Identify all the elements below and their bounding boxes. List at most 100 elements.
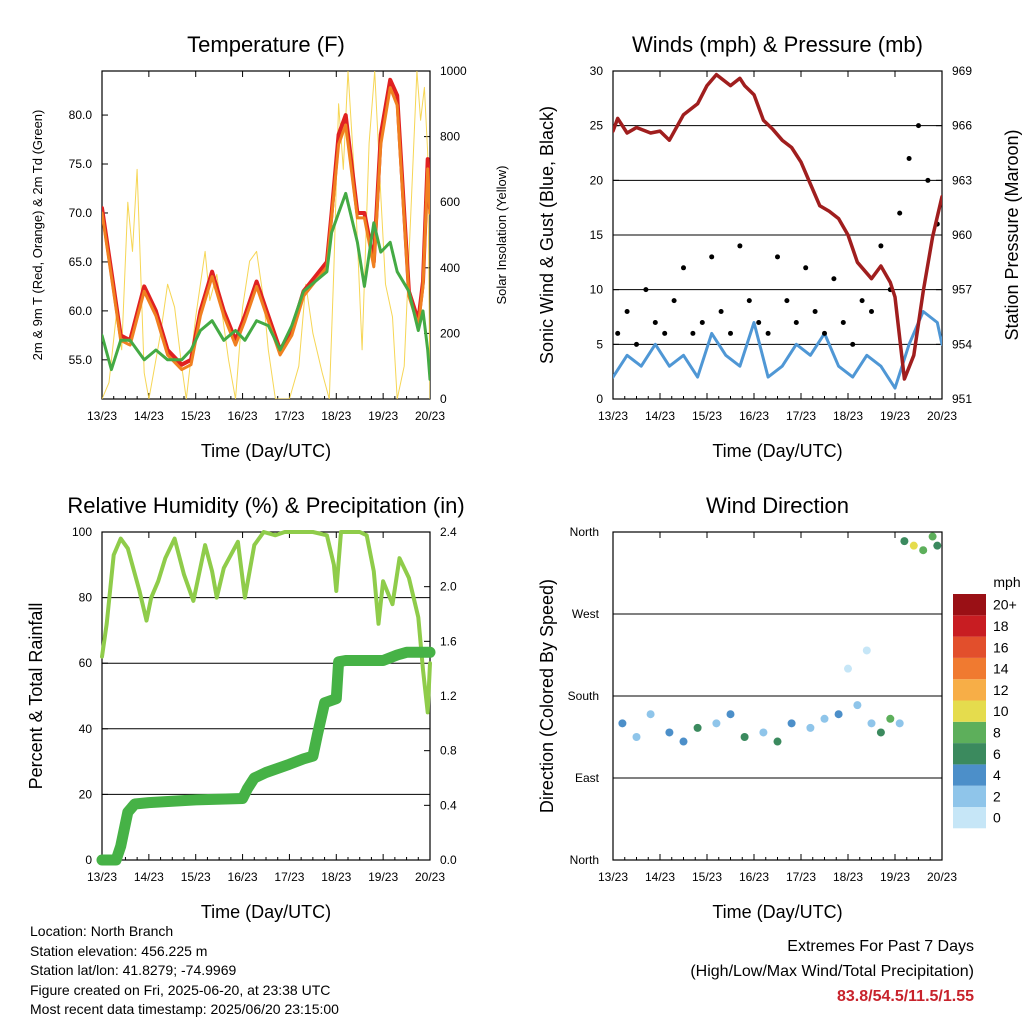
x-tick-label: 15/23 xyxy=(692,409,722,423)
x-axis-label: Time (Day/UTC) xyxy=(712,902,842,922)
direction-point xyxy=(679,737,688,746)
chart-title: Relative Humidity (%) & Precipitation (i… xyxy=(67,493,464,518)
y2-axis-label: Station Pressure (Maroon) xyxy=(1002,129,1022,340)
x-tick-label: 17/23 xyxy=(274,409,304,423)
gust-point xyxy=(925,177,931,183)
y2-tick-label: 200 xyxy=(440,326,460,340)
gust-point xyxy=(681,265,686,271)
direction-point xyxy=(928,532,937,541)
y2-tick-label: 800 xyxy=(440,130,460,144)
gust-point xyxy=(634,341,639,347)
direction-point xyxy=(876,728,885,737)
y2-tick-label: 1.6 xyxy=(440,634,457,648)
direction-point xyxy=(712,719,721,728)
x-tick-label: 13/23 xyxy=(87,870,117,884)
y-tick-label: West xyxy=(572,607,600,621)
info-location: Location: North Branch xyxy=(30,923,174,939)
direction-point xyxy=(919,546,928,555)
legend-swatch xyxy=(953,636,986,658)
gust-point xyxy=(869,309,874,315)
y2-tick-label: 0.8 xyxy=(440,744,457,758)
y2-tick-label: 966 xyxy=(952,119,972,133)
gust-point xyxy=(737,243,743,249)
chart-title: Winds (mph) & Pressure (mb) xyxy=(632,32,923,57)
y2-tick-label: 400 xyxy=(440,261,460,275)
humidity-series xyxy=(96,530,436,866)
gust-point xyxy=(652,319,658,325)
y-tick-label: North xyxy=(570,853,599,867)
y-tick-label: South xyxy=(568,689,599,703)
y2-tick-label: 0 xyxy=(440,392,447,406)
legend-label: 18 xyxy=(993,618,1009,634)
legend-label: 0 xyxy=(993,810,1001,826)
legend-label: 12 xyxy=(993,682,1009,698)
y-tick-label: 60 xyxy=(79,656,93,670)
x-tick-label: 16/23 xyxy=(228,409,258,423)
direction-point xyxy=(773,737,782,746)
gust-point xyxy=(916,123,921,129)
t9m-line xyxy=(102,86,430,372)
y-tick-label: 60.0 xyxy=(69,304,93,318)
x-tick-label: 14/23 xyxy=(645,409,675,423)
legend-label: 20+ xyxy=(993,597,1017,613)
y-tick-label: 0 xyxy=(85,853,92,867)
direction-series xyxy=(618,532,942,746)
y-tick-label: 55.0 xyxy=(69,353,93,367)
legend-label: 10 xyxy=(993,703,1009,719)
legend-swatch xyxy=(953,764,986,786)
x-tick-label: 15/23 xyxy=(181,409,211,423)
x-tick-label: 17/23 xyxy=(786,870,816,884)
gust-point xyxy=(709,254,715,260)
direction-point xyxy=(632,733,641,741)
legend-title: mph xyxy=(993,574,1020,590)
y-axis-label: Sonic Wind & Gust (Blue, Black) xyxy=(537,106,557,364)
y2-tick-label: 0.4 xyxy=(440,798,457,812)
x-tick-label: 19/23 xyxy=(368,870,398,884)
legend-label: 8 xyxy=(993,724,1001,740)
y2-axis-label: Solar Insolation (Yellow) xyxy=(494,166,509,305)
plot-frame xyxy=(101,70,431,400)
rh-line xyxy=(100,530,432,715)
direction-point xyxy=(726,710,735,719)
gust-point xyxy=(859,298,865,304)
x-tick-label: 17/23 xyxy=(274,870,304,884)
y2-tick-label: 951 xyxy=(952,392,972,406)
legend-swatch xyxy=(953,700,986,722)
direction-point xyxy=(834,710,843,719)
gust-point xyxy=(765,330,771,336)
direction-point xyxy=(759,728,768,737)
wind-line xyxy=(613,310,942,390)
direction-point xyxy=(646,710,655,719)
x-tick-label: 16/23 xyxy=(739,409,769,423)
station-info: Location: North Branch Station elevation… xyxy=(30,922,339,1020)
info-elevation: Station elevation: 456.225 m xyxy=(30,942,208,959)
gust-point xyxy=(878,243,884,249)
x-tick-label: 15/23 xyxy=(181,870,211,884)
extremes-box: Extremes For Past 7 Days (High/Low/Max W… xyxy=(690,934,974,1009)
x-tick-label: 14/23 xyxy=(134,409,164,423)
y2-tick-label: 2.0 xyxy=(440,580,457,594)
direction-point xyxy=(853,701,862,710)
speed-legend: mph 0 2 4 6 8 10 12 14 16 18 20+ xyxy=(953,574,1021,829)
legend-label: 16 xyxy=(993,639,1009,655)
panel-winds: Winds (mph) & Pressure (mb) Time (Day/UTC… xyxy=(537,32,1022,461)
direction-point xyxy=(867,719,876,728)
direction-point xyxy=(618,719,627,728)
direction-point xyxy=(693,723,702,732)
chart-title: Wind Direction xyxy=(706,493,849,518)
gust-point xyxy=(662,330,668,336)
x-axis-label: Time (Day/UTC) xyxy=(201,902,331,922)
y2-tick-label: 969 xyxy=(952,64,972,78)
gust-point xyxy=(690,330,696,336)
gust-point xyxy=(812,309,818,315)
x-tick-label: 19/23 xyxy=(880,409,910,423)
legend-swatch xyxy=(953,721,986,744)
temperature-series xyxy=(102,71,430,399)
x-tick-label: 16/23 xyxy=(739,870,769,884)
legend-label: 2 xyxy=(993,788,1001,804)
x-tick-label: 17/23 xyxy=(786,409,816,423)
y2-tick-label: 963 xyxy=(952,173,972,187)
y2-tick-label: 1000 xyxy=(440,64,467,78)
x-tick-label: 18/23 xyxy=(833,409,863,423)
extremes-subtitle: (High/Low/Max Wind/Total Precipitation) xyxy=(690,963,974,980)
